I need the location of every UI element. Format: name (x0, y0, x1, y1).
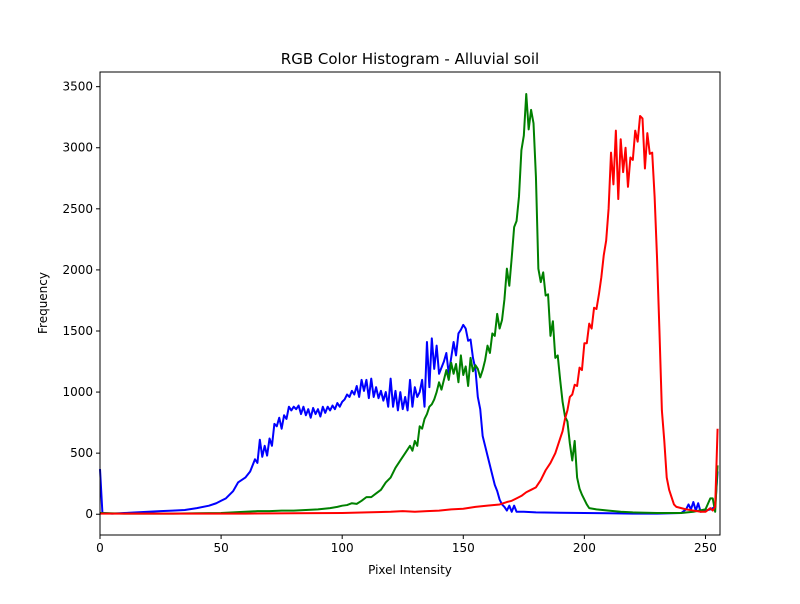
y-tick-label: 1500 (62, 324, 93, 338)
y-tick-label: 2000 (62, 263, 93, 277)
x-tick-label: 200 (573, 541, 596, 555)
series-line-2 (99, 92, 719, 515)
y-tick-label: 0 (85, 507, 93, 521)
x-tick-label: 100 (331, 541, 354, 555)
y-tick-label: 500 (70, 446, 93, 460)
x-tick-label: 250 (694, 541, 717, 555)
x-tick-label: 0 (96, 541, 104, 555)
y-axis-ticks: 0 500 1000 1500 2000 2500 3000 3500 (62, 80, 100, 521)
series-line-1 (99, 323, 719, 515)
y-tick-label: 3500 (62, 80, 93, 94)
series-line-3 (100, 114, 719, 515)
y-tick-label: 3000 (62, 141, 93, 155)
chart-title: RGB Color Histogram - Alluvial soil (281, 50, 539, 68)
x-tick-label: 50 (213, 541, 228, 555)
series-layer (99, 92, 719, 515)
x-tick-label: 150 (452, 541, 475, 555)
y-tick-label: 2500 (62, 202, 93, 216)
x-axis-ticks: 0 50 100 150 200 250 (96, 535, 717, 555)
x-axis-label: Pixel Intensity (368, 563, 452, 577)
y-tick-label: 1000 (62, 385, 93, 399)
y-axis-label: Frequency (36, 272, 50, 334)
plot-frame (99, 71, 721, 536)
